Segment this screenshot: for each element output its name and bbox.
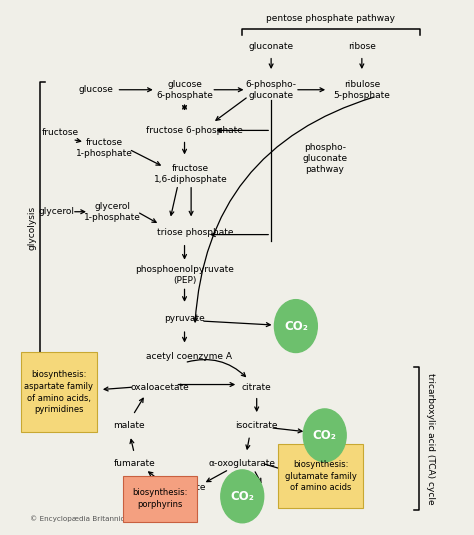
- Text: biosynthesis:
porphyrins: biosynthesis: porphyrins: [132, 488, 188, 509]
- Text: fructose
1-phosphate: fructose 1-phosphate: [76, 138, 133, 158]
- Text: glycolysis: glycolysis: [27, 206, 36, 250]
- Text: 6-phospho-
gluconate: 6-phospho- gluconate: [246, 80, 297, 100]
- Text: phosphoenolpyruvate
(PEP): phosphoenolpyruvate (PEP): [135, 265, 234, 285]
- FancyBboxPatch shape: [123, 476, 197, 522]
- Text: glucose: glucose: [78, 85, 113, 94]
- Text: malate: malate: [113, 421, 145, 430]
- Text: citrate: citrate: [242, 383, 272, 392]
- Circle shape: [221, 470, 264, 523]
- Text: pentose phosphate pathway: pentose phosphate pathway: [266, 14, 395, 22]
- Text: biosynthesis:
glutamate family
of amino acids: biosynthesis: glutamate family of amino …: [285, 460, 356, 492]
- Text: oxaloacetate: oxaloacetate: [130, 383, 189, 392]
- Text: glycerol
1-phosphate: glycerol 1-phosphate: [84, 202, 141, 222]
- FancyBboxPatch shape: [278, 444, 363, 508]
- Text: fructose: fructose: [42, 128, 79, 137]
- Text: acetyl coenzyme A: acetyl coenzyme A: [146, 352, 232, 361]
- Text: © Encyclopædia Britannica, Inc.: © Encyclopædia Britannica, Inc.: [30, 515, 146, 522]
- Circle shape: [274, 300, 317, 353]
- Text: pyruvate: pyruvate: [164, 314, 205, 323]
- Text: phospho-
gluconate
pathway: phospho- gluconate pathway: [302, 143, 347, 174]
- Text: fumarate: fumarate: [114, 459, 156, 468]
- Text: CO₂: CO₂: [313, 429, 337, 442]
- Text: gluconate: gluconate: [248, 42, 294, 51]
- Text: tricarboxylic acid (TCA) cycle: tricarboxylic acid (TCA) cycle: [426, 372, 435, 504]
- Circle shape: [303, 409, 346, 462]
- Text: ribose: ribose: [348, 42, 376, 51]
- Text: isocitrate: isocitrate: [236, 421, 278, 430]
- Text: α-oxoglutarate: α-oxoglutarate: [209, 459, 276, 468]
- Text: triose phosphate: triose phosphate: [156, 227, 233, 236]
- Text: glycerol: glycerol: [39, 207, 75, 216]
- Text: glucose
6-phosphate: glucose 6-phosphate: [156, 80, 213, 100]
- Text: ribulose
5-phosphate: ribulose 5-phosphate: [333, 80, 390, 100]
- Text: succinate: succinate: [163, 483, 206, 492]
- Text: CO₂: CO₂: [230, 490, 254, 503]
- Text: biosynthesis:
aspartate family
of amino acids,
pyrimidines: biosynthesis: aspartate family of amino …: [24, 370, 93, 414]
- Text: CO₂: CO₂: [284, 319, 308, 333]
- Text: fructose
1,6-diphosphate: fructose 1,6-diphosphate: [154, 164, 228, 184]
- Text: fructose 6-phosphate: fructose 6-phosphate: [146, 126, 243, 135]
- FancyBboxPatch shape: [20, 352, 97, 432]
